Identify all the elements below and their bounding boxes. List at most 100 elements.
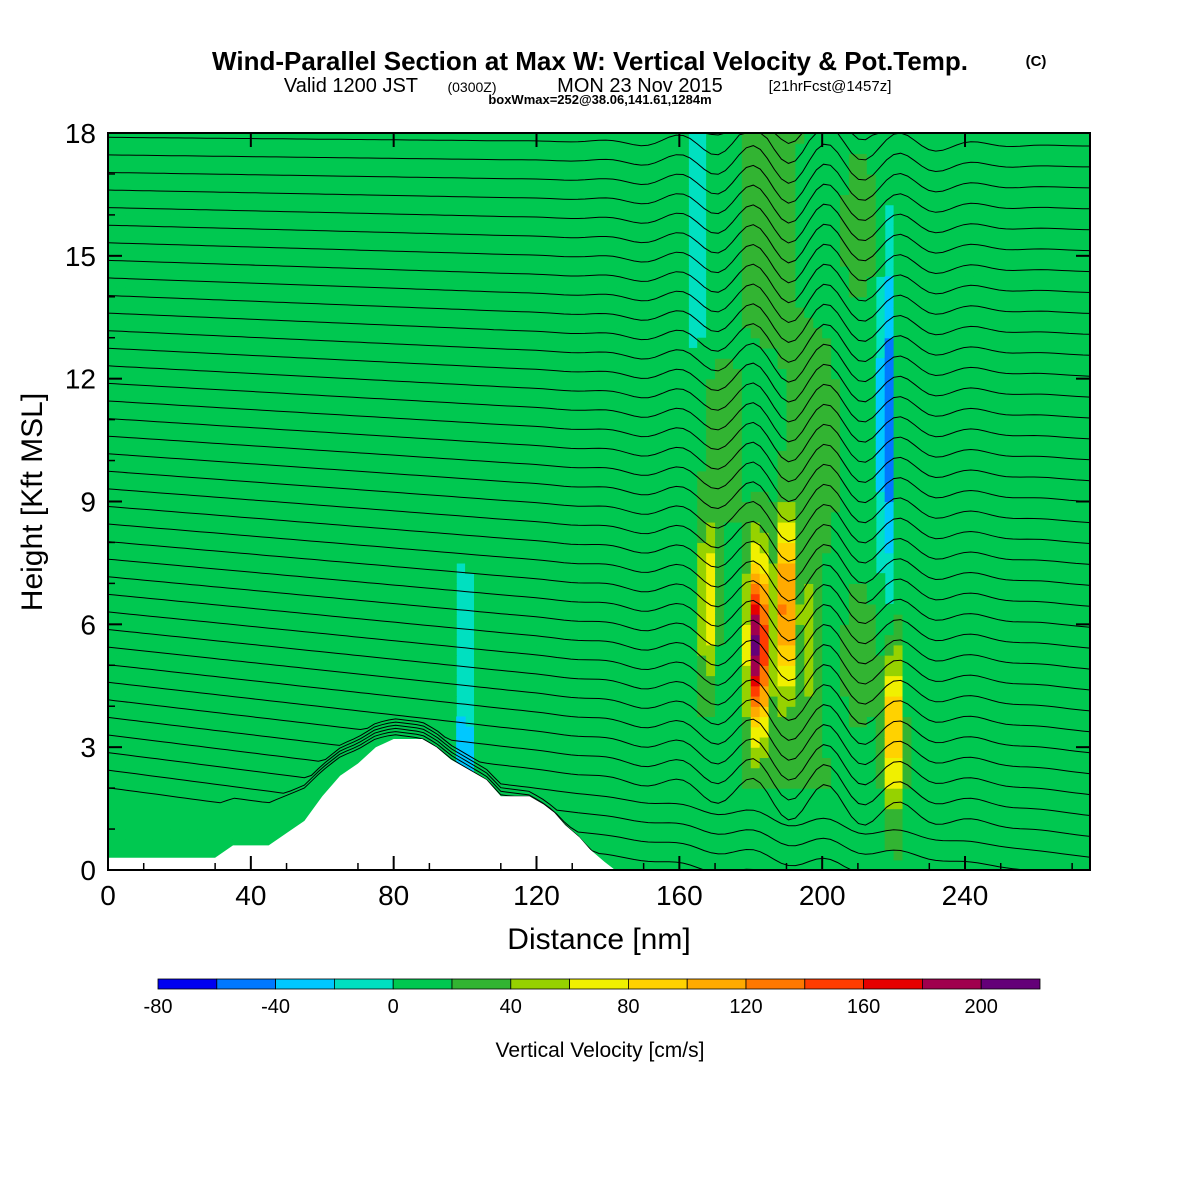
velocity-cell bbox=[518, 347, 529, 359]
velocity-cell bbox=[224, 614, 234, 625]
velocity-cell bbox=[366, 552, 377, 564]
velocity-cell bbox=[277, 163, 288, 175]
velocity-cell bbox=[170, 225, 181, 236]
velocity-cell bbox=[143, 378, 154, 390]
velocity-cell bbox=[590, 603, 600, 615]
velocity-cell bbox=[732, 706, 743, 718]
velocity-cell bbox=[304, 532, 314, 544]
velocity-cell bbox=[206, 552, 216, 564]
velocity-cell bbox=[232, 450, 243, 462]
velocity-cell bbox=[331, 347, 341, 359]
velocity-cell bbox=[652, 562, 663, 574]
velocity-cell bbox=[170, 675, 181, 687]
velocity-cell bbox=[625, 634, 636, 646]
velocity-cell bbox=[384, 399, 395, 410]
velocity-cell bbox=[286, 695, 297, 707]
velocity-cell bbox=[170, 163, 181, 175]
velocity-cell bbox=[286, 583, 297, 595]
velocity-cell bbox=[429, 184, 439, 196]
velocity-cell bbox=[179, 777, 189, 789]
velocity-cell bbox=[509, 143, 520, 155]
velocity-cell bbox=[509, 777, 520, 789]
velocity-cell bbox=[465, 245, 475, 257]
velocity-cell bbox=[152, 276, 163, 288]
velocity-cell bbox=[536, 429, 547, 441]
velocity-cell bbox=[188, 388, 198, 400]
velocity-cell bbox=[509, 296, 520, 308]
velocity-cell bbox=[331, 204, 341, 216]
velocity-cell bbox=[331, 358, 341, 370]
velocity-cell bbox=[375, 419, 386, 431]
velocity-cell bbox=[625, 859, 636, 871]
velocity-cell bbox=[152, 736, 163, 748]
velocity-cell bbox=[322, 358, 332, 370]
velocity-cell bbox=[474, 552, 484, 564]
velocity-cell bbox=[366, 481, 377, 492]
velocity-cell bbox=[474, 276, 484, 288]
velocity-cell bbox=[554, 184, 564, 196]
velocity-cell bbox=[393, 429, 404, 441]
velocity-cell bbox=[474, 481, 484, 492]
velocity-cell bbox=[652, 245, 663, 257]
velocity-cell bbox=[607, 695, 618, 707]
velocity-cell bbox=[170, 173, 181, 185]
velocity-cell bbox=[108, 307, 118, 318]
velocity-cell bbox=[572, 736, 582, 748]
velocity-cell bbox=[634, 501, 645, 513]
velocity-cell bbox=[723, 327, 734, 339]
velocity-cell bbox=[491, 552, 502, 564]
velocity-cell bbox=[188, 419, 198, 431]
velocity-cell bbox=[313, 409, 323, 421]
velocity-cell bbox=[125, 542, 136, 554]
velocity-cell bbox=[375, 225, 386, 236]
velocity-cell bbox=[349, 470, 359, 482]
velocity-cell bbox=[340, 521, 350, 533]
velocity-cell bbox=[241, 286, 252, 298]
velocity-cell bbox=[474, 204, 484, 216]
velocity-cell bbox=[286, 644, 297, 656]
velocity-cell bbox=[215, 726, 225, 738]
velocity-cell bbox=[286, 214, 297, 226]
velocity-cell bbox=[188, 624, 198, 636]
velocity-cell bbox=[661, 450, 672, 462]
velocity-cell bbox=[206, 644, 216, 656]
velocity-cell bbox=[259, 276, 270, 288]
velocity-cell bbox=[224, 429, 234, 441]
velocity-cell bbox=[616, 481, 627, 492]
velocity-cell bbox=[536, 460, 547, 472]
velocity-cell bbox=[313, 562, 323, 574]
velocity-cell bbox=[536, 655, 547, 666]
velocity-cell bbox=[170, 562, 181, 574]
velocity-cell bbox=[304, 767, 314, 779]
velocity-cell bbox=[366, 501, 377, 513]
velocity-cell bbox=[241, 245, 252, 257]
velocity-cell bbox=[116, 603, 127, 615]
velocity-cell bbox=[188, 307, 198, 318]
velocity-cell bbox=[563, 143, 573, 155]
velocity-cell bbox=[706, 839, 716, 851]
velocity-cell bbox=[536, 337, 547, 349]
velocity-cell bbox=[268, 337, 279, 349]
velocity-cell bbox=[545, 450, 555, 462]
velocity-cell bbox=[599, 818, 609, 830]
velocity-cell bbox=[465, 521, 475, 533]
velocity-cell bbox=[616, 808, 627, 820]
velocity-cell bbox=[116, 583, 127, 595]
velocity-cell bbox=[643, 388, 654, 400]
velocity-cell bbox=[322, 767, 332, 779]
velocity-cell bbox=[161, 481, 172, 492]
velocity-cell bbox=[349, 614, 359, 625]
velocity-cell bbox=[268, 204, 279, 216]
velocity-cell bbox=[384, 276, 395, 288]
velocity-cell bbox=[723, 859, 734, 871]
velocity-cell bbox=[527, 266, 538, 277]
velocity-cell bbox=[402, 521, 413, 533]
velocity-cell bbox=[366, 665, 377, 677]
velocity-cell bbox=[500, 214, 511, 226]
velocity-cell bbox=[161, 675, 172, 687]
velocity-cell bbox=[277, 204, 288, 216]
velocity-cell bbox=[170, 491, 181, 503]
velocity-cell bbox=[491, 726, 502, 738]
velocity-cell bbox=[250, 532, 261, 544]
velocity-cell bbox=[679, 194, 689, 206]
